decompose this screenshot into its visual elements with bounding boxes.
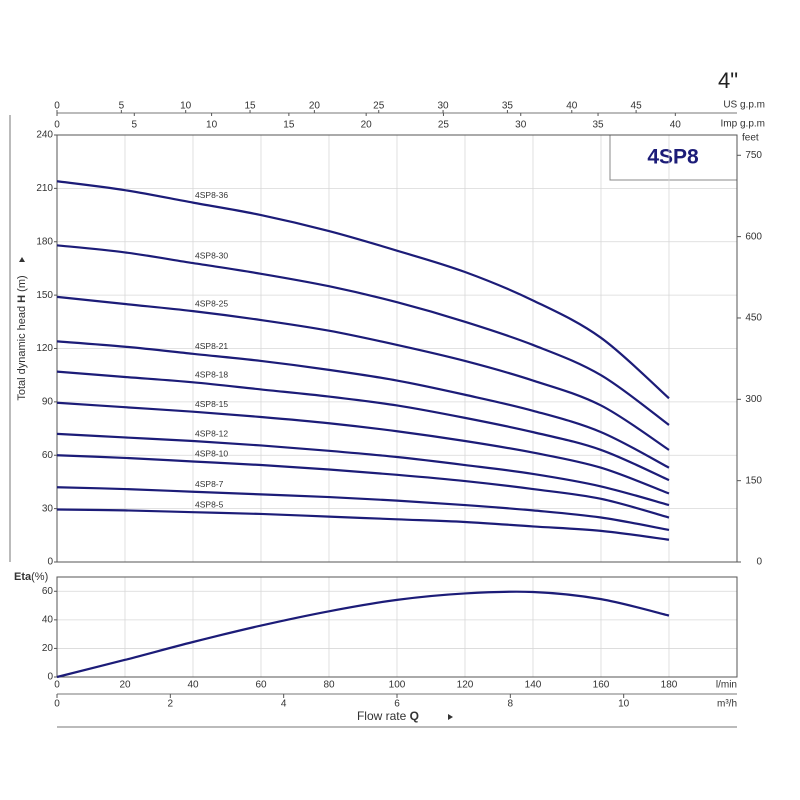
curve: [56, 244, 670, 426]
y2-tick-label: 600: [745, 231, 762, 242]
y-tick-label: 180: [36, 236, 53, 247]
x2-tick-label: 2: [168, 699, 174, 710]
x2-tick-label: 10: [180, 101, 192, 112]
y-tick-label: 120: [36, 343, 53, 354]
x-tick-label: 60: [255, 680, 267, 691]
x2-tick-label: 25: [373, 101, 385, 112]
x-unit: l/min: [716, 680, 737, 691]
y2-tick-label: 150: [745, 475, 762, 486]
x-tick-label: 180: [661, 680, 678, 691]
x3-tick-label: 35: [592, 120, 604, 131]
x3-label: Imp g.p.m: [721, 119, 765, 130]
y2-tick-label: 450: [745, 313, 762, 324]
eta-title: Eta(%): [14, 571, 48, 583]
x3-tick-label: 20: [361, 120, 373, 131]
curve: [56, 454, 670, 519]
y2-label: feet: [742, 133, 759, 144]
y-tick-label: 20: [42, 643, 54, 654]
series-label: 4SP8-10: [195, 449, 228, 459]
corner-title: 4": [718, 68, 738, 93]
y-tick-label: 60: [42, 450, 54, 461]
x2-label: US g.p.m: [723, 100, 765, 111]
plot-frame: [56, 576, 738, 678]
y-tick-label: 150: [36, 290, 53, 301]
x2-tick-label: 40: [566, 101, 578, 112]
x-tick-label: 80: [323, 680, 335, 691]
x2-tick-label: 30: [438, 101, 450, 112]
series-label: 4SP8-25: [195, 298, 228, 308]
x-tick-label: 40: [187, 680, 199, 691]
y-tick-label: 30: [42, 503, 54, 514]
y-axis-symbol: H: [16, 295, 28, 303]
y2-tick-label: 0: [756, 557, 762, 568]
x-axis-title-text: Flow rate: [357, 709, 407, 723]
x2-tick-label: 35: [502, 101, 514, 112]
x2-unit: m³/h: [717, 699, 737, 710]
y-tick-label: 0: [47, 557, 53, 568]
x2-tick-label: 6: [394, 699, 400, 710]
eta-title-text: Eta: [14, 571, 32, 583]
x2-tick-label: 4: [281, 699, 287, 710]
y2-tick-label: 750: [745, 150, 762, 161]
x-arrow: [448, 714, 453, 720]
y-axis-unit: (m): [16, 275, 28, 292]
series-label: 4SP8-15: [195, 399, 228, 409]
x2-tick-label: 10: [618, 699, 630, 710]
curve: [56, 295, 670, 451]
y-tick-label: 90: [42, 397, 54, 408]
series-label: 4SP8-5: [195, 499, 224, 509]
title-box: [609, 134, 738, 181]
curve: [56, 432, 670, 507]
x-tick-label: 100: [389, 680, 406, 691]
x-axis-symbol: Q: [410, 709, 419, 723]
x-tick-label: 120: [457, 680, 474, 691]
y-tick-label: 240: [36, 130, 53, 141]
x2-tick-label: 15: [244, 101, 256, 112]
x2-tick-label: 8: [508, 699, 514, 710]
x3-tick-label: 0: [54, 120, 60, 131]
x3-tick-label: 25: [438, 120, 450, 131]
series-label: 4SP8-7: [195, 479, 224, 489]
curve: [56, 370, 670, 482]
x-tick-label: 0: [54, 680, 60, 691]
x2-tick-label: 0: [54, 699, 60, 710]
x-tick-label: 20: [119, 680, 131, 691]
x2-tick-label: 5: [119, 101, 125, 112]
y-tick-label: 0: [47, 672, 53, 683]
x-tick-label: 160: [593, 680, 610, 691]
y-tick-label: 40: [42, 614, 54, 625]
curve: [56, 590, 670, 679]
x2-tick-label: 0: [54, 101, 60, 112]
curve: [56, 401, 670, 495]
x3-tick-label: 10: [206, 120, 218, 131]
x2-tick-label: 45: [631, 101, 643, 112]
y2-tick-label: 300: [745, 394, 762, 405]
series-label: 4SP8-30: [195, 250, 228, 260]
x-axis-title: Flow rate Q: [357, 709, 419, 723]
y-axis-title-text: Total dynamic head: [16, 306, 28, 401]
x3-tick-label: 5: [132, 120, 138, 131]
y-tick-label: 60: [42, 586, 54, 597]
curve: [56, 508, 670, 541]
x3-tick-label: 30: [515, 120, 527, 131]
x2-tick-label: 20: [309, 101, 321, 112]
eta-title-unit: (%): [31, 571, 48, 583]
y-tick-label: 210: [36, 183, 53, 194]
series-label: 4SP8-36: [195, 190, 228, 200]
curve: [56, 486, 670, 532]
series-label: 4SP8-12: [195, 428, 228, 438]
x3-tick-label: 15: [283, 120, 295, 131]
y-axis-title: Total dynamic head H (m): [16, 275, 28, 400]
curve: [56, 340, 670, 469]
x-tick-label: 140: [525, 680, 542, 691]
series-label: 4SP8-21: [195, 341, 228, 351]
y-arrow: [19, 257, 25, 262]
curve: [56, 180, 670, 400]
series-label: 4SP8-18: [195, 370, 228, 380]
x3-tick-label: 40: [670, 120, 682, 131]
chart-title: 4SP8: [647, 146, 699, 169]
